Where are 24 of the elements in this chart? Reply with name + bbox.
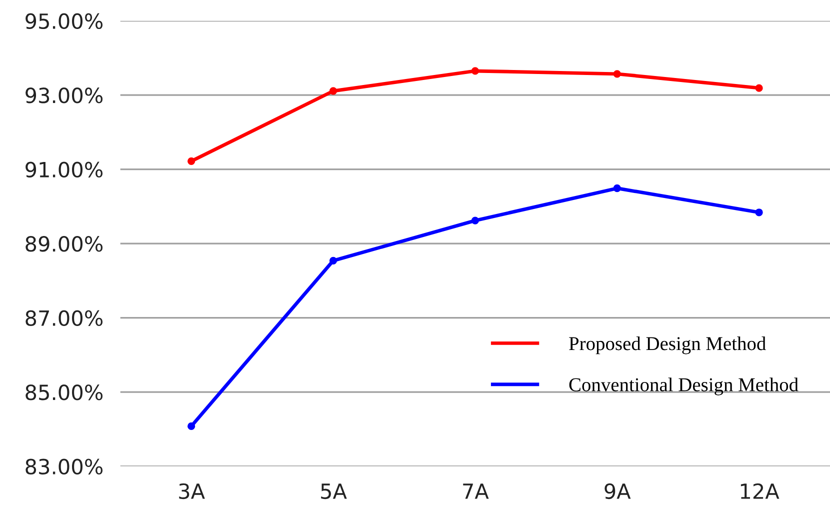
y-tick-label: 85.00% [26,384,103,400]
point [187,422,196,430]
x-tick-label: 5A [321,484,347,500]
y-tick-label: 89.00% [26,236,103,252]
x-tick-label: 12A [740,483,780,499]
point [187,157,196,165]
x-tick-label: 7A [463,484,489,499]
y-tick-label: 95.00% [26,13,103,30]
y-tick-label: 91.00% [26,162,103,178]
x-tick-label: 9A [604,483,631,500]
y-tick-label: 87.00% [26,310,103,326]
point [755,208,763,216]
point [613,184,621,192]
point [471,67,479,75]
y-tick-label: 93.00% [26,88,103,104]
legend-label: Conventional Design Method [569,378,798,396]
point [471,216,479,224]
point [329,256,338,264]
x-tick-label: 3A [179,483,205,500]
legend-label: Proposed Design Method [569,336,766,354]
y-tick-label: 83.00% [26,458,103,475]
point [755,84,763,92]
point [613,70,621,78]
point [329,87,338,95]
